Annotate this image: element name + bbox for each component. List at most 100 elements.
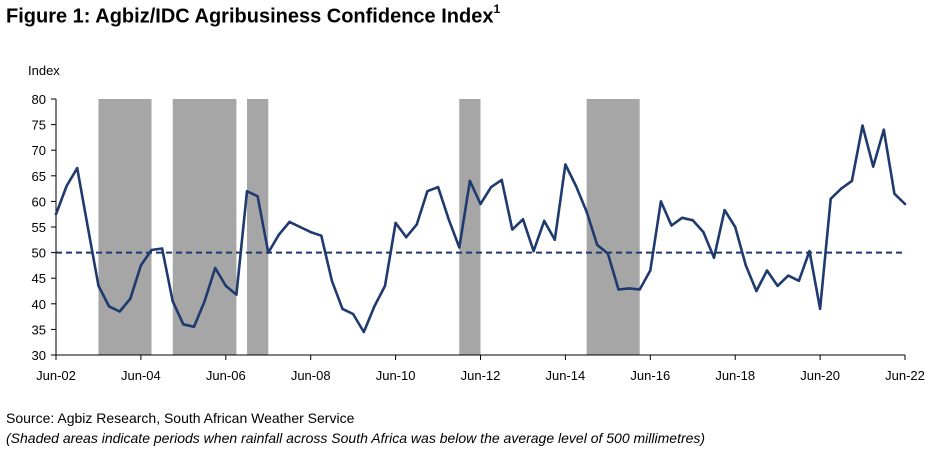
data-point-1 <box>65 184 68 188</box>
data-point-43 <box>511 228 514 231</box>
data-point-38 <box>458 246 461 249</box>
data-point-12 <box>182 323 185 326</box>
data-point-35 <box>426 189 429 193</box>
data-point-78 <box>882 128 885 131</box>
data-point-20 <box>267 251 270 254</box>
shaded-period-0 <box>98 99 152 355</box>
data-point-34 <box>415 223 419 226</box>
data-point-40 <box>479 202 482 206</box>
y-tick-label-35: 35 <box>32 322 46 337</box>
data-point-30 <box>373 305 376 308</box>
shaded-period-1 <box>172 99 237 355</box>
y-tick-label-30: 30 <box>32 348 46 363</box>
chart-title: Figure 1: Agbiz/IDC Agribusiness Confide… <box>6 2 501 29</box>
data-point-14 <box>203 300 206 303</box>
x-tick-label-Jun-02: Jun-02 <box>36 368 76 383</box>
data-point-3 <box>86 225 90 229</box>
data-point-33 <box>405 236 408 239</box>
y-tick-label-55: 55 <box>32 220 46 235</box>
data-point-48 <box>564 163 567 166</box>
data-point-7 <box>129 297 132 300</box>
data-point-31 <box>383 284 387 288</box>
x-tick-label-Jun-10: Jun-10 <box>376 368 416 383</box>
data-point-64 <box>734 225 737 229</box>
data-point-8 <box>139 264 143 267</box>
data-point-5 <box>107 305 111 308</box>
data-point-37 <box>447 218 450 221</box>
data-point-13 <box>192 325 196 329</box>
data-point-75 <box>850 179 854 183</box>
data-point-46 <box>542 219 546 223</box>
data-point-50 <box>585 210 588 213</box>
y-tick-label-80: 80 <box>32 92 46 107</box>
shaded-period-3 <box>459 99 481 355</box>
shaded-period-2 <box>247 99 269 355</box>
data-point-60 <box>691 219 694 222</box>
x-tick-label-Jun-04: Jun-04 <box>121 368 161 383</box>
data-point-21 <box>277 233 281 236</box>
data-point-69 <box>787 274 790 277</box>
y-tick-label-45: 45 <box>32 271 46 286</box>
data-point-54 <box>627 287 631 290</box>
data-point-6 <box>118 310 121 313</box>
tick-labels: 30 35 40 45 50 55 60 65 70 75 80 Index Jun-02 Jun-04 J… <box>28 63 925 383</box>
data-point-16 <box>224 284 227 288</box>
data-point-41 <box>489 185 493 189</box>
data-point-63 <box>723 208 726 212</box>
x-tick-label-Jun-18: Jun-18 <box>715 368 755 383</box>
data-point-59 <box>680 216 684 219</box>
x-tick-label-Jun-12: Jun-12 <box>461 368 501 383</box>
data-point-47 <box>553 238 556 241</box>
data-point-70 <box>797 279 801 282</box>
series-group <box>54 124 907 334</box>
data-point-68 <box>776 284 779 288</box>
shaded-period-4 <box>586 99 640 355</box>
data-point-53 <box>617 288 620 291</box>
data-point-61 <box>702 230 705 234</box>
data-point-72 <box>818 307 822 311</box>
y-tick-label-75: 75 <box>32 118 46 133</box>
data-point-76 <box>861 124 864 127</box>
data-point-52 <box>606 252 610 255</box>
data-point-0 <box>54 213 58 216</box>
data-point-28 <box>351 312 355 316</box>
shaded-periods <box>98 99 640 355</box>
data-point-67 <box>765 269 769 272</box>
title-footnote-marker: 1 <box>493 2 501 16</box>
data-point-22 <box>288 220 291 224</box>
data-point-45 <box>532 249 535 253</box>
x-tick-label-Jun-16: Jun-16 <box>630 368 670 383</box>
data-point-18 <box>245 189 249 193</box>
data-point-73 <box>829 197 832 201</box>
data-point-23 <box>298 225 302 229</box>
y-tick-label-70: 70 <box>32 143 46 158</box>
y-tick-label-40: 40 <box>32 297 46 312</box>
data-point-42 <box>500 178 503 182</box>
x-tick-label-Jun-22: Jun-22 <box>885 368 925 383</box>
data-point-24 <box>309 230 312 234</box>
data-point-32 <box>394 221 397 225</box>
data-point-74 <box>840 187 843 190</box>
data-point-57 <box>659 200 663 203</box>
x-tick-label-Jun-08: Jun-08 <box>291 368 331 383</box>
data-point-44 <box>521 218 525 221</box>
shading-note: (Shaded areas indicate periods when rain… <box>6 430 706 446</box>
x-tick-label-Jun-20: Jun-20 <box>800 368 840 383</box>
data-point-19 <box>256 195 259 198</box>
y-axis-title: Index <box>28 63 60 78</box>
x-tick-label-Jun-14: Jun-14 <box>546 368 586 383</box>
data-point-4 <box>97 284 100 288</box>
data-point-80 <box>903 202 907 206</box>
chart-title-text: Figure 1: Agbiz/IDC Agribusiness Confide… <box>6 5 494 28</box>
data-point-2 <box>76 166 79 170</box>
axes <box>51 98 906 360</box>
line-chart: 30 35 40 45 50 55 60 65 70 75 80 Index Jun-02 Jun-04 J… <box>28 63 925 383</box>
source-note: Source: Agbiz Research, South African We… <box>6 410 355 426</box>
data-point-27 <box>341 307 344 311</box>
data-point-9 <box>150 248 153 252</box>
data-point-77 <box>871 165 875 168</box>
data-point-49 <box>574 184 578 188</box>
data-point-56 <box>649 269 652 272</box>
data-point-79 <box>893 192 896 195</box>
data-point-15 <box>213 266 217 270</box>
